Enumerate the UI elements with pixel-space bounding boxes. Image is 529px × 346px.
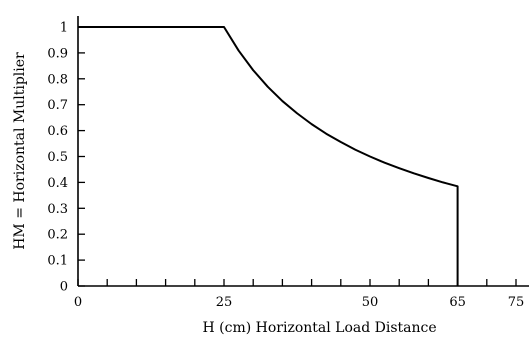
x-tick-label: 75 bbox=[508, 295, 525, 310]
y-tick-label: 0.5 bbox=[47, 150, 68, 165]
y-tick-label: 0 bbox=[60, 280, 68, 295]
y-axis-ticks: 0 0.1 0.2 0.3 0.4 0.5 0.6 0.7 0.8 0.9 1 bbox=[47, 21, 85, 295]
x-axis-title: H (cm) Horizontal Load Distance bbox=[203, 320, 437, 336]
series-layer bbox=[78, 26, 459, 286]
y-tick-label: 1 bbox=[60, 21, 68, 36]
x-tick-label: 65 bbox=[449, 295, 466, 310]
y-tick-label: 0.9 bbox=[47, 46, 68, 61]
y-tick-label: 0.6 bbox=[47, 124, 68, 139]
y-tick-label: 0.8 bbox=[47, 72, 68, 87]
x-tick-label: 50 bbox=[362, 295, 379, 310]
plot-area: 0 0.1 0.2 0.3 0.4 0.5 0.6 0.7 0.8 0.9 1 0 25 50 65 75 bbox=[47, 16, 529, 310]
x-axis-ticks: 0 25 50 65 75 bbox=[74, 279, 524, 310]
y-tick-label: 0.2 bbox=[47, 228, 68, 243]
y-tick-label: 0.4 bbox=[47, 176, 68, 191]
x-tick-label: 0 bbox=[74, 295, 82, 310]
y-tick-label: 0.3 bbox=[47, 202, 68, 217]
series-line bbox=[78, 26, 459, 286]
y-tick-label: 0.1 bbox=[47, 254, 68, 269]
y-tick-label: 0.7 bbox=[47, 98, 68, 113]
y-axis-title: HM = Horizontal Multiplier bbox=[12, 52, 28, 250]
x-tick-label: 25 bbox=[216, 295, 233, 310]
